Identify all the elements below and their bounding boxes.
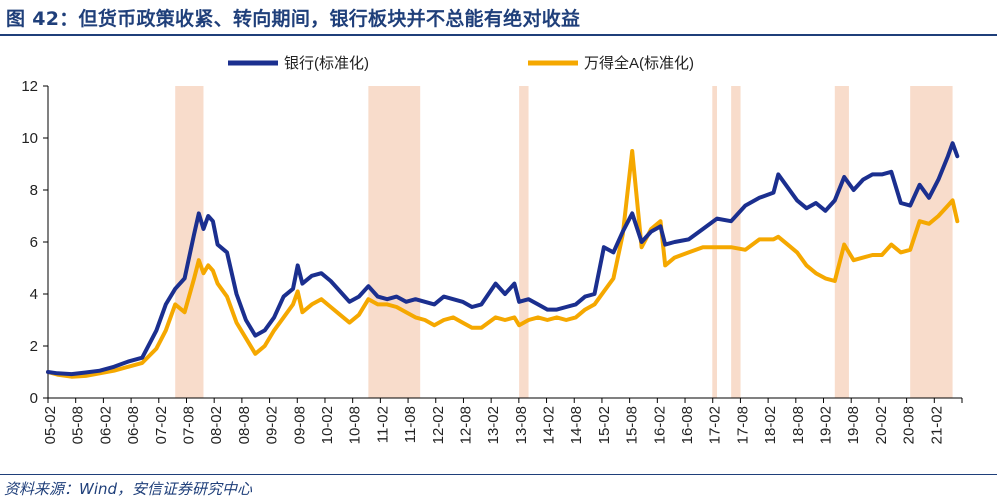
x-tick-label: 13-08 [513,406,530,444]
x-tick-label: 11-02 [374,406,391,443]
shaded-period-2 [519,86,529,398]
y-tick-label: 2 [30,338,38,355]
chart-source: 资料来源：Wind，安信证券研究中心 [4,480,253,498]
x-tick-label: 12-08 [457,406,474,444]
legend: 银行(标准化) 万得全A(标准化) [228,54,694,72]
x-tick-label: 17-08 [734,406,751,444]
x-tick-label: 16-02 [651,406,668,444]
x-tick-label: 08-08 [236,406,253,444]
x-tick-label: 21-02 [928,406,945,444]
x-tick-label: 07-02 [153,406,170,444]
x-tick-label: 13-02 [485,406,502,444]
x-tick-label: 10-08 [347,406,364,444]
x-tick-label: 14-08 [568,406,585,444]
x-tick-label: 11-08 [402,406,419,443]
legend-label-market: 万得全A(标准化) [584,54,694,72]
line-chart: 0 2 4 6 8 10 12 05-02 05-08 06-02 06-08 07-02 07-08 0… [21,54,963,444]
x-tick-label: 18-08 [790,406,807,444]
x-tick-label: 18-02 [762,406,779,444]
shaded-period-0 [175,86,204,398]
x-tick-label: 09-02 [264,406,281,444]
x-tick-label: 16-08 [679,406,696,444]
x-tick-label: 06-08 [125,406,142,444]
legend-label-bank: 银行(标准化) [284,55,369,72]
y-tick-label: 10 [21,130,38,147]
x-tick-label: 19-08 [845,406,862,444]
x-tick-label: 12-02 [430,406,447,444]
shaded-periods [175,86,953,398]
chart-title: 图 42：但货币政策收紧、转向期间，银行板块并不总能有绝对收益 [6,8,581,30]
x-tick-label: 08-02 [208,406,225,444]
y-tick-label: 12 [21,78,38,95]
x-tick-label: 20-08 [901,406,918,444]
x-tick-label: 07-08 [180,406,197,444]
x-tick-label: 15-02 [596,406,613,444]
series-lines [46,141,960,379]
series-line-bank [46,141,960,377]
shaded-period-4 [731,86,741,398]
x-tick-label: 14-02 [541,406,558,444]
x-tick-label: 19-02 [818,406,835,444]
x-tick-label: 06-02 [97,406,114,444]
y-tick-label: 0 [30,390,38,407]
shaded-period-3 [712,86,718,398]
shaded-period-5 [834,86,849,398]
title-rule [0,34,997,36]
shaded-period-1 [368,86,421,398]
y-tick-label: 6 [30,234,38,251]
y-tick-label: 4 [30,286,38,303]
x-tick-label: 20-02 [873,406,890,444]
x-tick-label: 15-08 [624,406,641,444]
x-tick-label: 05-08 [70,406,87,444]
source-rule [0,474,997,475]
x-tick-label: 05-02 [42,406,59,444]
series-line-market [46,149,960,379]
x-tick-label: 17-02 [707,406,724,444]
shaded-period-6 [910,86,953,398]
x-tick-label: 09-08 [291,406,308,444]
axes: 0 2 4 6 8 10 12 05-02 05-08 06-02 06-08 07-02 07-08 0… [21,78,963,444]
x-tick-label: 10-02 [319,406,336,444]
y-tick-label: 8 [30,182,38,199]
